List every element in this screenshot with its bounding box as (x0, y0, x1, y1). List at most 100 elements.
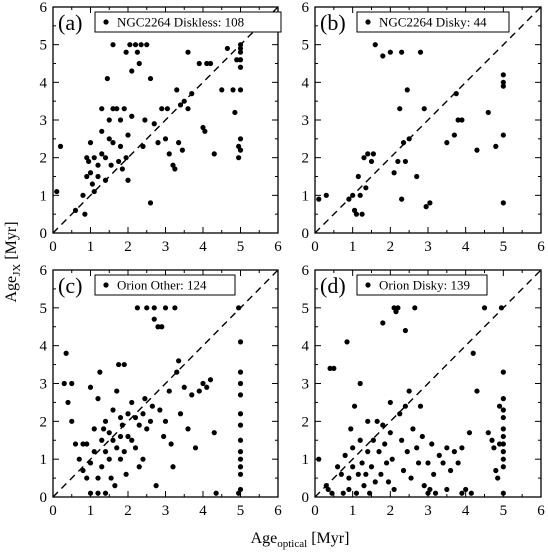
data-point (202, 128, 208, 134)
data-point (500, 396, 506, 402)
x-tick-label: 4 (462, 239, 470, 255)
data-point (123, 471, 129, 477)
y-tick-label: 5 (302, 38, 310, 54)
x-tick-label: 3 (162, 503, 170, 519)
x-tick-label: 3 (162, 239, 170, 255)
panel-label: (c) (58, 273, 82, 298)
data-point (237, 57, 244, 63)
data-point (500, 407, 506, 413)
data-point (117, 414, 124, 421)
x-tick-label: 1 (87, 503, 95, 519)
data-point (119, 166, 125, 172)
data-point (91, 155, 97, 161)
data-point (361, 483, 367, 489)
data-point (359, 460, 365, 466)
data-point (162, 418, 169, 424)
y-tick-label: 0 (40, 490, 48, 506)
panel-label: (a) (58, 10, 82, 35)
x-tick-label: 2 (124, 503, 132, 519)
data-point (174, 87, 180, 93)
data-point (87, 490, 94, 496)
data-point (213, 490, 219, 496)
y-tick-label: 0 (302, 226, 310, 242)
data-point (142, 396, 148, 402)
y-tick-label: 1 (40, 452, 48, 468)
x-tick-label: 4 (462, 503, 470, 519)
data-point (95, 490, 101, 496)
data-point (359, 211, 365, 217)
data-point (395, 158, 401, 165)
data-point (455, 117, 461, 123)
data-point (104, 75, 110, 82)
data-point (136, 464, 142, 470)
legend-text: NGC2264 Diskless: 108 (117, 15, 244, 30)
y-tick-label: 3 (302, 377, 310, 393)
data-point (344, 339, 350, 345)
legend-box (94, 274, 236, 296)
data-point (95, 396, 101, 402)
data-point (368, 158, 375, 165)
data-point (370, 437, 376, 443)
data-point (99, 106, 105, 112)
data-point (116, 361, 122, 368)
data-point (159, 324, 165, 330)
data-point (147, 75, 154, 82)
data-point (65, 399, 71, 406)
data-point (63, 350, 69, 356)
data-point (106, 136, 112, 142)
data-point (236, 490, 242, 496)
data-point (391, 170, 397, 176)
data-point (357, 437, 363, 443)
data-point (440, 460, 446, 466)
data-point (80, 192, 86, 198)
x-tick-label: 6 (537, 503, 545, 519)
data-point (444, 140, 450, 146)
data-point (500, 72, 506, 78)
data-point (397, 106, 403, 112)
data-point (86, 158, 92, 165)
data-point (500, 464, 506, 470)
legend-marker (103, 282, 109, 288)
x-tick-label: 0 (311, 503, 319, 519)
y-tick-label: 1 (302, 188, 310, 204)
data-point (196, 388, 202, 394)
data-point (500, 200, 506, 206)
data-point (177, 102, 184, 108)
data-point (119, 422, 125, 428)
data-point (463, 486, 469, 493)
data-point (170, 464, 176, 470)
data-point (84, 441, 90, 447)
data-point (236, 305, 242, 311)
data-point (425, 460, 431, 466)
data-point (417, 49, 424, 55)
data-point (353, 211, 360, 217)
data-point (316, 456, 322, 462)
data-point (237, 45, 244, 52)
data-point (211, 151, 217, 157)
data-point (87, 170, 94, 176)
x-tick-label: 3 (424, 503, 432, 519)
data-point (61, 380, 67, 387)
data-point (136, 60, 142, 67)
data-point (134, 305, 140, 311)
data-point (391, 486, 397, 493)
data-point (414, 445, 420, 451)
x-tick-label: 5 (500, 239, 508, 255)
data-point (121, 106, 127, 112)
data-point (346, 196, 352, 202)
data-point (383, 460, 390, 466)
data-point (102, 449, 109, 455)
data-point (204, 384, 210, 390)
data-point (127, 42, 133, 48)
panel-label: (b) (320, 10, 346, 35)
data-point (134, 49, 140, 55)
data-point (185, 426, 191, 432)
data-point (204, 60, 210, 67)
data-point (485, 430, 491, 436)
data-point (151, 316, 157, 322)
data-point (448, 467, 454, 474)
data-point (459, 117, 465, 123)
data-point (237, 136, 244, 142)
y-tick-label: 4 (40, 339, 48, 355)
data-point (123, 155, 129, 161)
